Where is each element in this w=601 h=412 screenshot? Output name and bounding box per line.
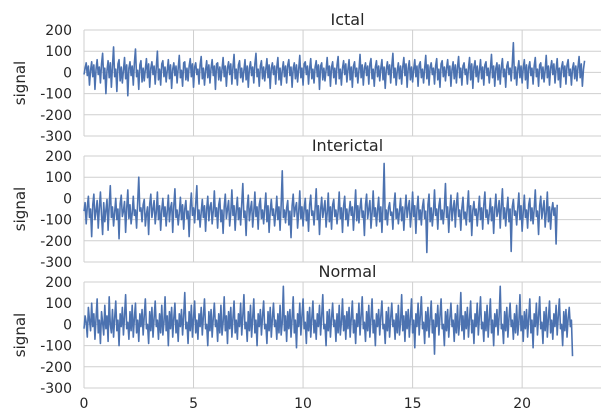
x-tick-label: 0 (80, 396, 89, 412)
y-tick-label: 0 (63, 191, 72, 207)
signal-line (83, 162, 558, 254)
y-tick-label: 200 (45, 149, 72, 165)
y-tick-label: -300 (40, 129, 72, 145)
x-tick-label: 5 (189, 396, 198, 412)
y-axis-label: signal (11, 313, 29, 357)
y-tick-label: -300 (40, 381, 72, 397)
subplot-normal: 200 100 0 -100 -200 -300 0 5 10 15 20 Normal signal (11, 262, 601, 412)
signal-line (83, 285, 574, 357)
signal-line (83, 41, 586, 97)
y-tick-label: 100 (45, 44, 72, 60)
y-tick-label: -200 (40, 234, 72, 250)
y-tick-label: 100 (45, 296, 72, 312)
y-tick-label: 0 (63, 65, 72, 81)
y-tick-label: -300 (40, 255, 72, 271)
y-tick-label: -100 (40, 213, 72, 229)
subplot-title: Ictal (330, 10, 364, 29)
x-tick-label: 15 (404, 396, 422, 412)
subplot-title: Interictal (312, 136, 383, 155)
x-tick-label: 20 (513, 396, 531, 412)
y-tick-label: -100 (40, 87, 72, 103)
x-tick-label: 10 (294, 396, 312, 412)
subplot-interictal: 200 100 0 -100 -200 -300 Interictal signal (11, 136, 601, 271)
y-tick-label: -200 (40, 108, 72, 124)
subplot-title: Normal (319, 262, 377, 281)
y-axis-label: signal (11, 187, 29, 231)
y-tick-label: 100 (45, 170, 72, 186)
y-tick-label: -200 (40, 360, 72, 376)
y-tick-label: 200 (45, 275, 72, 291)
y-axis-label: signal (11, 61, 29, 105)
y-tick-label: -100 (40, 339, 72, 355)
subplot-ictal: 200 100 0 -100 -200 -300 Ictal signal (11, 10, 601, 145)
y-tick-label: 200 (45, 23, 72, 39)
y-tick-label: 0 (63, 317, 72, 333)
